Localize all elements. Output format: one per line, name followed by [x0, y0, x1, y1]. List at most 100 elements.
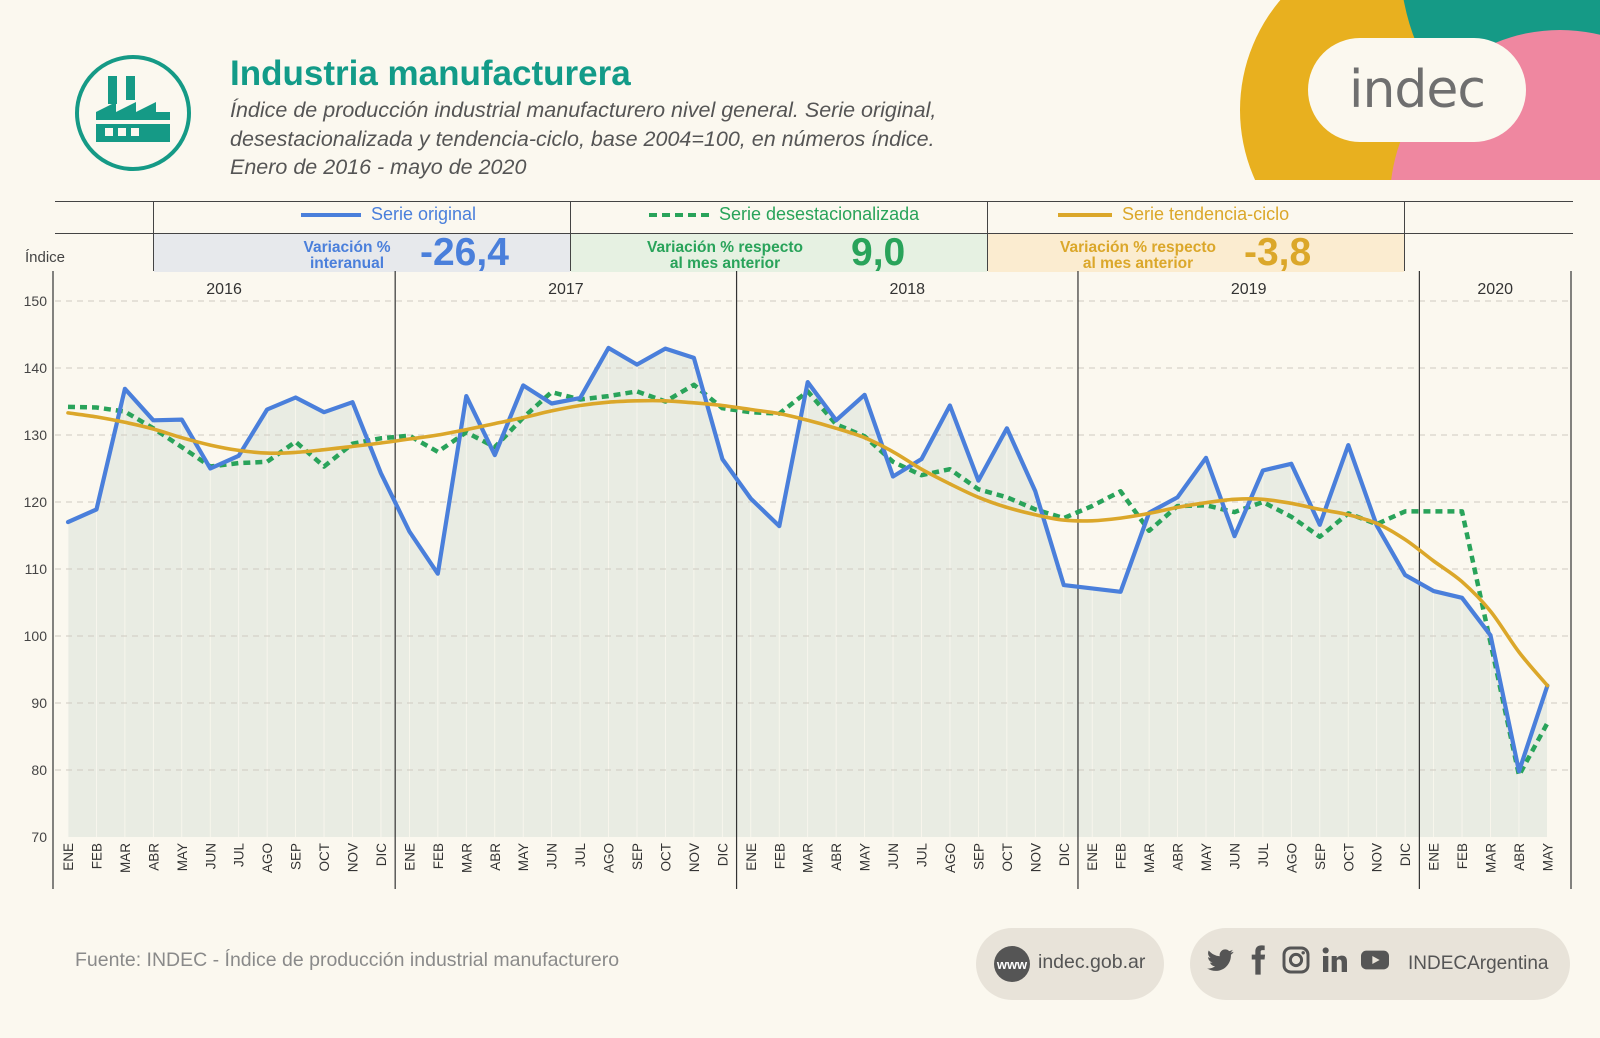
y-tick-label: 80	[31, 762, 47, 778]
variation-label-tendencia: Variación % respecto al mes anterior	[1060, 239, 1216, 272]
month-label: FEB	[431, 843, 446, 869]
legend-desest: Serie desestacionalizada	[649, 204, 919, 225]
year-label: 2018	[889, 281, 925, 298]
legend-divider	[570, 201, 571, 271]
variation-cell-desest: Variación % respecto al mes anterior 9,0	[571, 231, 987, 274]
month-label: ABR	[146, 843, 161, 871]
month-label: ENE	[402, 843, 417, 871]
year-label: 2020	[1477, 281, 1513, 298]
www-icon: www	[994, 946, 1030, 982]
legend-swatch-desest	[649, 212, 709, 217]
subtitle-line: Índice de producción industrial manufact…	[230, 98, 937, 122]
youtube-icon[interactable]	[1358, 944, 1392, 976]
logo-text: indec	[1349, 60, 1486, 120]
y-tick-label: 130	[24, 427, 48, 443]
instagram-icon[interactable]	[1280, 944, 1312, 976]
website-text: indec.gob.ar	[1038, 951, 1146, 973]
page-subtitle: Índice de producción industrial manufact…	[230, 96, 1090, 182]
month-label: JUL	[1256, 843, 1271, 867]
subtitle-line: Enero de 2016 - mayo de 2020	[230, 155, 527, 179]
month-label: DIC	[715, 843, 730, 867]
month-label: OCT	[317, 843, 332, 872]
month-label: ENE	[1427, 843, 1442, 871]
month-label: JUN	[203, 843, 218, 869]
month-label: AGO	[943, 843, 958, 873]
variation-value-desest: 9,0	[851, 231, 906, 274]
month-label: ABR	[488, 843, 503, 871]
month-label: MAR	[459, 843, 474, 873]
month-label: FEB	[772, 843, 787, 869]
y-tick-label: 150	[24, 293, 48, 309]
linkedin-icon[interactable]	[1318, 944, 1352, 976]
month-label: SEP	[289, 843, 304, 870]
month-label: MAR	[801, 843, 816, 873]
factory-icon	[74, 54, 192, 172]
month-label: NOV	[687, 843, 702, 872]
year-label: 2016	[206, 281, 242, 298]
month-label: SEP	[971, 843, 986, 870]
page-title: Industria manufacturera	[230, 54, 631, 93]
facebook-icon[interactable]	[1242, 944, 1274, 976]
twitter-icon[interactable]	[1204, 944, 1236, 976]
social-links: INDECArgentina	[1190, 928, 1570, 1000]
variation-value-tendencia: -3,8	[1244, 231, 1312, 274]
month-label: JUL	[915, 843, 930, 867]
variation-label-desest: Variación % respecto al mes anterior	[647, 239, 803, 272]
month-label: ABR	[1512, 843, 1527, 871]
series-line-tendencia-ciclo	[66, 398, 1550, 688]
month-label: ENE	[744, 843, 759, 871]
year-label: 2019	[1231, 281, 1267, 298]
legend-label-original: Serie original	[371, 204, 477, 224]
month-label: FEB	[1114, 843, 1129, 869]
month-label: JUL	[573, 843, 588, 867]
month-label: SEP	[1313, 843, 1328, 870]
month-label: FEB	[1455, 843, 1470, 869]
legend-swatch-tendencia	[1058, 212, 1112, 217]
legend-label-tendencia: Serie tendencia-ciclo	[1122, 204, 1290, 224]
legend-swatch-original	[301, 212, 361, 217]
variation-value-original: -26,4	[420, 231, 509, 274]
y-tick-label: 100	[24, 628, 48, 644]
legend-rule	[55, 233, 1573, 234]
month-label: DIC	[1398, 843, 1413, 867]
social-handle: INDECArgentina	[1408, 953, 1549, 974]
month-label: ENE	[61, 843, 76, 871]
y-tick-label: 120	[24, 494, 48, 510]
month-label: OCT	[658, 843, 673, 872]
month-label: ABR	[1171, 843, 1186, 871]
month-label: JUN	[545, 843, 560, 869]
legend-divider	[1404, 201, 1405, 271]
y-tick-label: 110	[25, 561, 48, 577]
month-label: SEP	[630, 843, 645, 870]
source-note: Fuente: INDEC - Índice de producción ind…	[75, 949, 620, 971]
y-tick-label: 70	[31, 829, 47, 845]
month-label: MAY	[1540, 843, 1555, 871]
month-label: MAR	[118, 843, 133, 873]
indec-logo: indec	[1308, 38, 1526, 142]
month-label: OCT	[1341, 843, 1356, 872]
chart-area: 70 80 90 100 110 120 130 140 150 2016 2017 2018 2019…	[24, 271, 1572, 889]
month-label: MAY	[516, 843, 531, 871]
variation-cell-tendencia: Variación % respecto al mes anterior -3,…	[988, 231, 1404, 274]
month-label: DIC	[1057, 843, 1072, 867]
month-label: JUN	[1227, 843, 1242, 869]
series-line-original	[65, 345, 1550, 774]
legend-original: Serie original	[301, 204, 476, 225]
year-label: 2017	[548, 281, 584, 298]
subtitle-line: desestacionalizada y tendencia-ciclo, ba…	[230, 126, 935, 151]
variation-cell-original: Variación % interanual -26,4	[154, 231, 570, 274]
website-link[interactable]: www indec.gob.ar	[976, 928, 1164, 1000]
month-label: MAY	[175, 843, 190, 871]
month-label: NOV	[346, 843, 361, 872]
legend-divider	[153, 201, 154, 271]
month-label: FEB	[89, 843, 104, 869]
legend-table: Serie original Variación % interanual -2…	[55, 201, 1573, 274]
variation-label-original: Variación % interanual	[303, 239, 391, 272]
month-label: MAY	[858, 843, 873, 871]
month-label: AGO	[1284, 843, 1299, 873]
month-label: JUL	[232, 843, 247, 867]
month-label: DIC	[374, 843, 389, 867]
month-label: NOV	[1028, 843, 1043, 872]
month-label: MAR	[1142, 843, 1157, 873]
month-label: JUN	[886, 843, 901, 869]
